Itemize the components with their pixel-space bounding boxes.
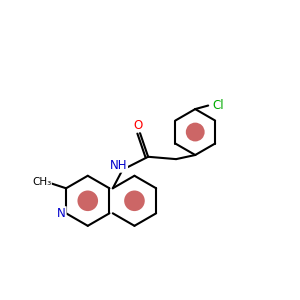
Text: Cl: Cl (212, 99, 224, 112)
Text: N: N (57, 207, 66, 220)
Circle shape (77, 190, 98, 211)
Text: CH₃: CH₃ (32, 176, 51, 187)
Circle shape (124, 190, 145, 211)
Text: O: O (134, 119, 143, 132)
Circle shape (186, 123, 205, 142)
Text: NH: NH (110, 159, 128, 172)
